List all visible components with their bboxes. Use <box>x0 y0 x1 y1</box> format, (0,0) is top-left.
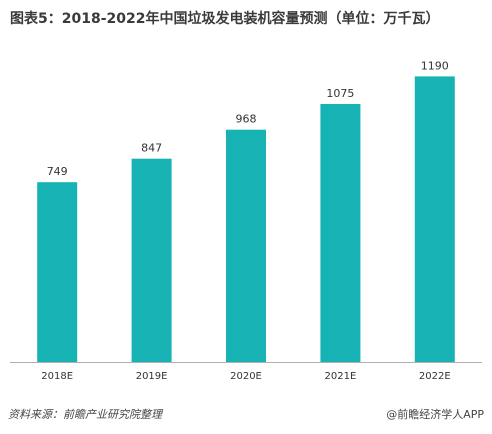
x-tick-label-2018E: 2018E <box>41 371 73 382</box>
data-label-2020E: 968 <box>236 113 257 126</box>
bar-2021E <box>320 104 361 362</box>
data-label-2021E: 1075 <box>326 87 354 100</box>
brand-credit: @前瞻经济学人APP <box>386 408 484 421</box>
chart-title: 图表5：2018-2022年中国垃圾发电装机容量预测（单位：万千瓦） <box>10 11 440 27</box>
x-tick-label-2021E: 2021E <box>325 371 357 382</box>
data-label-2019E: 847 <box>141 142 162 155</box>
x-tick-label-2020E: 2020E <box>230 371 262 382</box>
x-tick-label-2019E: 2019E <box>136 371 168 382</box>
bar-2020E <box>226 129 266 362</box>
bar-2018E <box>37 182 78 362</box>
bar-2022E <box>414 76 455 363</box>
data-label-2022E: 1190 <box>421 59 449 72</box>
source-note: 资料来源：前瞻产业研究院整理 <box>8 408 162 421</box>
data-label-2018E: 749 <box>47 165 68 178</box>
bar-2019E <box>131 158 172 362</box>
x-tick-label-2022E: 2022E <box>419 371 451 382</box>
